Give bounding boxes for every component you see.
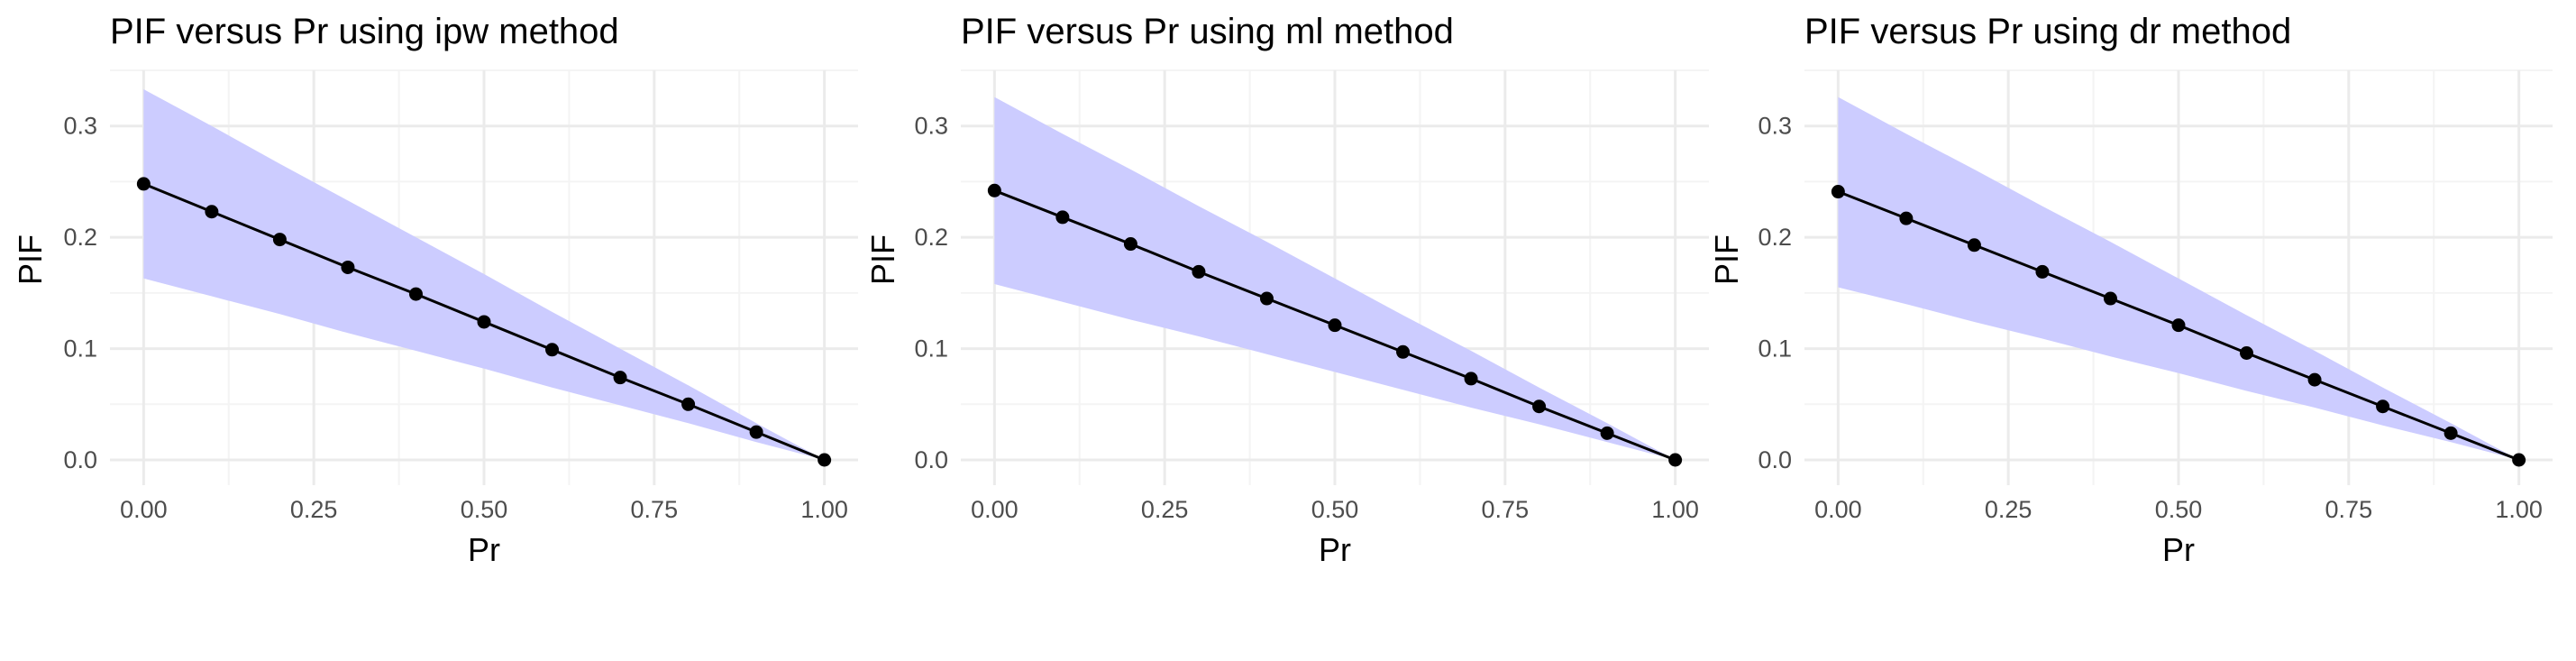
data-point: [2171, 318, 2186, 333]
data-point: [2240, 346, 2254, 361]
data-point: [2444, 426, 2458, 440]
data-point: [2035, 264, 2050, 279]
y-tick-label: 0.1: [914, 335, 948, 363]
y-tick-label: 0.3: [63, 113, 97, 140]
y-axis-label: PIF: [864, 234, 901, 285]
x-tick-label: 0.75: [1482, 496, 1530, 523]
chart-panel-1: 0.00 0.25 0.50 0.75 1.00 0.0 0.1 0.2 0.3 Pr PIF PIF…: [12, 12, 858, 568]
x-axis-label: Pr: [2162, 531, 2195, 568]
chart-title: PIF versus Pr using ml method: [961, 12, 1454, 51]
y-tick-label: 0.3: [1758, 113, 1792, 140]
x-tick-label: 0.50: [1311, 496, 1359, 523]
confidence-band: [994, 96, 1676, 460]
y-tick-label: 0.1: [63, 335, 97, 363]
y-tick-label: 0.0: [914, 446, 948, 473]
data-point: [408, 287, 423, 301]
x-tick-label: 0.25: [1985, 496, 2032, 523]
x-tick-label: 0.00: [120, 496, 168, 523]
data-point: [1831, 185, 1845, 199]
confidence-band: [143, 88, 825, 461]
data-point: [2103, 291, 2117, 306]
data-point: [136, 177, 151, 191]
data-point: [1600, 426, 1614, 440]
y-tick-label: 0.0: [1758, 446, 1792, 473]
y-tick-label: 0.2: [63, 224, 97, 251]
chart-panel-2: 0.00 0.25 0.50 0.75 1.00 0.0 0.1 0.2 0.3 Pr PIF PIF…: [864, 12, 1709, 568]
data-point: [1123, 237, 1137, 252]
x-tick-label: 0.50: [2155, 496, 2203, 523]
data-point: [2307, 372, 2322, 387]
chart-panel-3: 0.00 0.25 0.50 0.75 1.00 0.0 0.1 0.2 0.3 Pr PIF PIF…: [1708, 12, 2553, 568]
y-axis-label: PIF: [1708, 234, 1745, 285]
x-tick-label: 1.00: [2495, 496, 2543, 523]
data-point: [1532, 399, 1547, 414]
data-point: [613, 371, 627, 385]
x-tick-label: 0.00: [1814, 496, 1862, 523]
x-tick-label: 0.75: [631, 496, 679, 523]
x-tick-label: 1.00: [800, 496, 848, 523]
data-point: [1668, 453, 1683, 467]
chart-title: PIF versus Pr using ipw method: [110, 12, 619, 51]
data-point: [1899, 211, 1914, 225]
data-point: [1967, 238, 1981, 252]
data-point: [341, 260, 355, 274]
data-point: [681, 397, 696, 411]
x-tick-label: 1.00: [1651, 496, 1699, 523]
x-axis-label: Pr: [468, 531, 500, 568]
data-point: [205, 205, 219, 219]
x-tick-label: 0.00: [971, 496, 1019, 523]
y-tick-label: 0.3: [914, 113, 948, 140]
data-point: [818, 453, 832, 467]
x-tick-label: 0.50: [461, 496, 508, 523]
x-tick-label: 0.25: [1141, 496, 1189, 523]
y-tick-label: 0.1: [1758, 335, 1792, 363]
data-point: [1396, 344, 1411, 359]
confidence-band: [1838, 96, 2519, 460]
data-point: [272, 233, 287, 247]
y-axis-label: PIF: [12, 234, 49, 285]
y-tick-label: 0.0: [63, 446, 97, 473]
data-point: [1055, 210, 1070, 225]
data-point: [987, 183, 1001, 197]
data-point: [1192, 264, 1206, 279]
data-point: [2512, 453, 2526, 467]
data-point: [1328, 318, 1342, 333]
data-point: [749, 425, 763, 439]
data-point: [1464, 372, 1478, 386]
data-point: [545, 343, 560, 357]
y-tick-label: 0.2: [914, 224, 948, 251]
data-point: [477, 315, 491, 329]
data-point: [2376, 399, 2390, 414]
x-tick-label: 0.75: [2325, 496, 2373, 523]
x-tick-label: 0.25: [290, 496, 338, 523]
x-axis-label: Pr: [1319, 531, 1351, 568]
data-point: [1259, 291, 1274, 306]
chart-title: PIF versus Pr using dr method: [1804, 12, 2291, 51]
y-tick-label: 0.2: [1758, 224, 1792, 251]
